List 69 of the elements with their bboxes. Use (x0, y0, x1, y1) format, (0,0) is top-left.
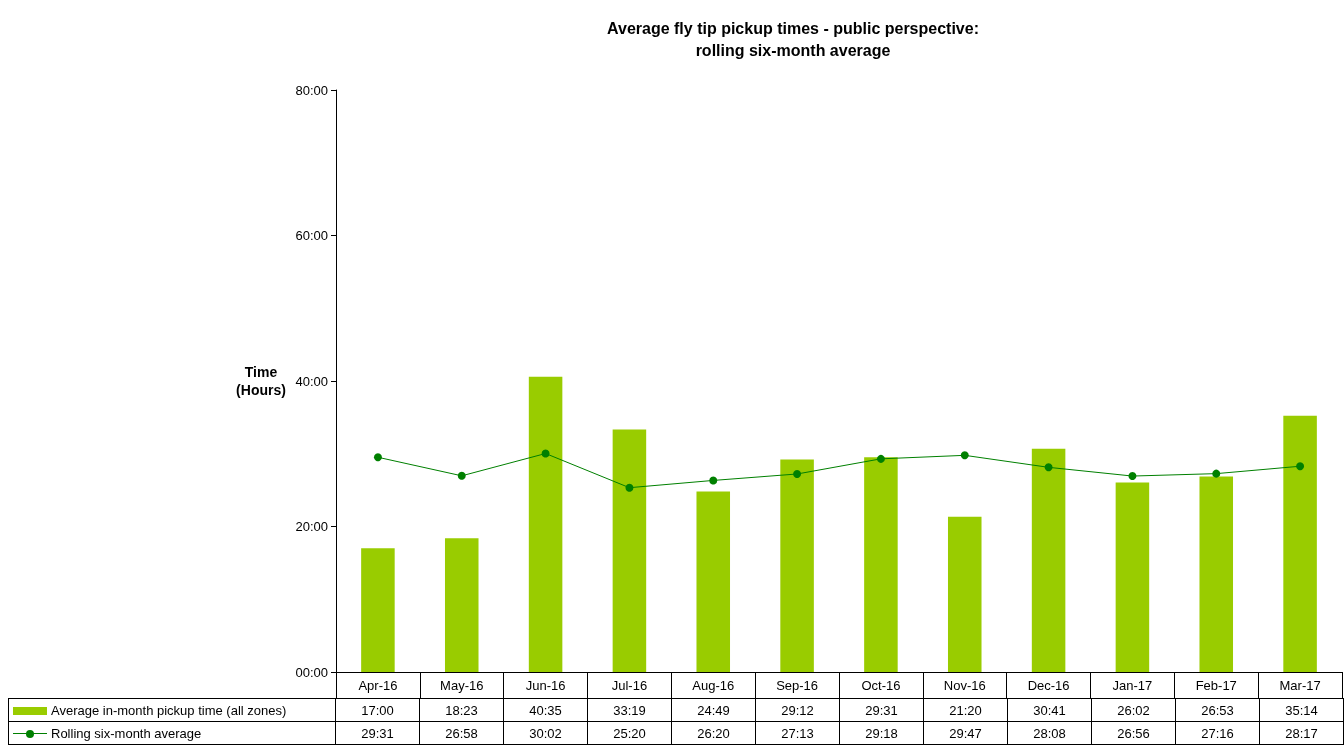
data-label: 25:20 (587, 721, 672, 745)
point (1296, 462, 1305, 471)
data-label: 29:18 (839, 721, 924, 745)
data-label: 21:20 (923, 698, 1008, 722)
data-label: 26:53 (1175, 698, 1260, 722)
x-tick-label: Dec-16 (1027, 678, 1070, 693)
x-tick-label: Sep-16 (776, 678, 819, 693)
y-tick-label: 20:00 (295, 519, 328, 534)
point (960, 451, 969, 460)
data-label: 26:20 (671, 721, 756, 745)
data-label: 29:47 (923, 721, 1008, 745)
x-tick-label: Apr-16 (358, 678, 398, 693)
bar (696, 491, 731, 672)
bar (780, 459, 814, 672)
bar (528, 376, 563, 672)
chart-title: Average fly tip pickup times - public perspective: rolling six-month average (607, 19, 979, 59)
point (876, 454, 885, 463)
legend-label: Average in-month pickup time (all zones) (8, 698, 336, 722)
y-tick-label: 60:00 (295, 228, 328, 243)
data-label: 26:56 (1091, 721, 1176, 745)
y-tick-label: 80:00 (295, 82, 328, 98)
data-label: 28:08 (1007, 721, 1092, 745)
x-tick-label: Jul-16 (611, 678, 648, 693)
bar (1199, 476, 1234, 672)
legend-label: Rolling six-month average (8, 721, 336, 745)
data-label: 26:02 (1091, 698, 1176, 722)
x-tick-label: Jan-17 (1112, 678, 1153, 693)
x-tick-label: May-16 (440, 678, 484, 693)
data-label: 40:35 (503, 698, 588, 722)
data-label: 27:13 (755, 721, 840, 745)
x-tick-label: Aug-16 (692, 678, 735, 693)
data-label: 30:02 (503, 721, 588, 745)
bar (361, 548, 395, 672)
bar (1031, 448, 1066, 672)
point (1212, 469, 1221, 478)
y-tick-label: 00:00 (295, 664, 328, 680)
bar (612, 429, 647, 672)
y-axis-title: Time (Hours) (236, 364, 286, 398)
data-label: 26:58 (419, 721, 504, 745)
data-label: 28:17 (1259, 721, 1344, 745)
point (709, 476, 718, 485)
data-label: 18:23 (419, 698, 504, 722)
bar (1115, 482, 1150, 672)
data-label: 29:31 (839, 698, 924, 722)
point (1128, 472, 1137, 481)
data-label: 33:19 (587, 698, 672, 722)
data-label: 35:14 (1259, 698, 1344, 722)
x-tick-label: Mar-17 (1279, 678, 1321, 693)
point (457, 471, 466, 480)
point (625, 483, 634, 492)
data-label: 17:00 (335, 698, 420, 722)
data-label: 30:41 (1007, 698, 1092, 722)
data-label: 27:16 (1175, 721, 1260, 745)
x-tick-label: Nov-16 (943, 678, 986, 693)
data-label: 24:49 (671, 698, 756, 722)
data-label: 29:31 (335, 721, 420, 745)
point (793, 470, 802, 478)
point (1044, 463, 1053, 472)
x-tick-label: Oct-16 (861, 678, 901, 693)
point (373, 453, 382, 462)
data-label: 29:12 (755, 698, 840, 722)
y-tick-label: 40:00 (295, 373, 328, 389)
bar (1283, 415, 1317, 672)
bar (444, 538, 479, 672)
bar (864, 457, 898, 672)
point (541, 449, 550, 458)
bar (947, 516, 982, 672)
x-tick-label: Feb-17 (1195, 678, 1237, 693)
x-tick-label: Jun-16 (525, 678, 566, 693)
